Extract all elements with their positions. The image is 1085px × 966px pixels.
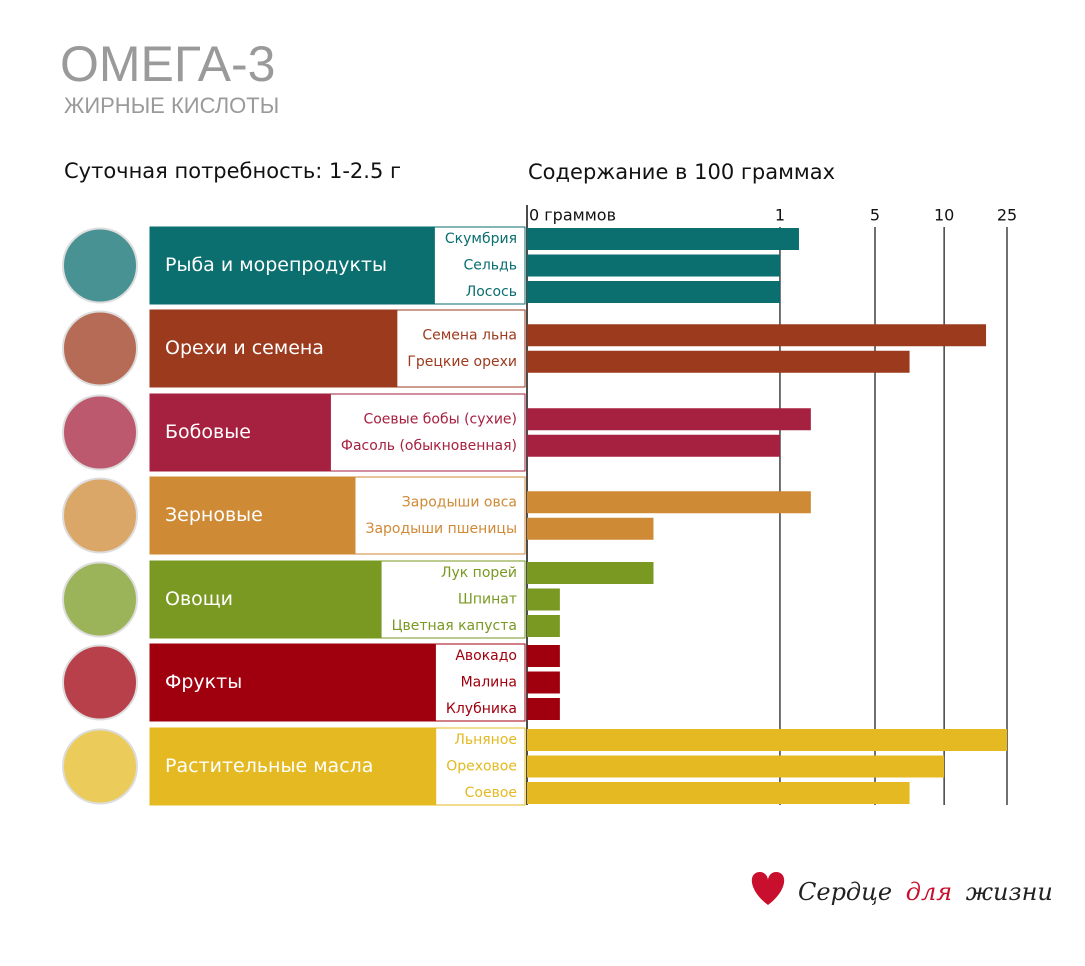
item-label: Скумбрия <box>445 231 517 247</box>
item-label: Семена льна <box>422 327 517 343</box>
item-label: Лук порей <box>441 565 517 581</box>
item-label: Зародыши пшеницы <box>365 521 517 537</box>
bar <box>527 517 654 540</box>
bar <box>527 755 945 778</box>
x-tick-label: 1 <box>775 206 785 225</box>
group-name: Орехи и семена <box>165 337 324 359</box>
group-image-ring <box>62 310 138 387</box>
bar <box>527 645 560 667</box>
group-image <box>63 478 137 553</box>
bar <box>527 324 987 347</box>
bar <box>527 729 1007 751</box>
bar <box>527 254 780 277</box>
group-box <box>150 644 436 721</box>
bar <box>527 698 560 720</box>
group-name: Бобовые <box>165 421 251 443</box>
group-image-ring <box>62 227 138 304</box>
logo-heart <box>751 872 785 905</box>
group-name: Фрукты <box>165 671 242 693</box>
group-box <box>150 394 331 471</box>
group-name: Зерновые <box>165 504 263 526</box>
axis-label: Содержание в 100 граммах <box>528 160 835 184</box>
item-label: Льняное <box>454 732 517 748</box>
logo: Сердце для жизни <box>751 872 1053 906</box>
logo-part: жизни <box>966 878 1053 906</box>
x-tick-label: 5 <box>870 206 880 225</box>
group-box <box>150 561 382 638</box>
group-image <box>63 228 137 303</box>
item-label: Зародыши овса <box>402 494 517 510</box>
item-label: Ореховое <box>446 759 517 775</box>
bar <box>527 782 910 804</box>
logo-part: для <box>906 878 952 906</box>
group-box <box>150 477 356 554</box>
group-box <box>150 227 435 304</box>
logo-part: Сердце <box>798 878 892 906</box>
group-image <box>63 645 137 720</box>
bar <box>527 228 799 250</box>
bar <box>527 491 811 514</box>
item-label: Малина <box>461 675 517 691</box>
logo-text: Сердце для жизни <box>798 878 1053 906</box>
group-name: Овощи <box>165 588 233 610</box>
x-tick-label: 0 граммов <box>529 206 616 225</box>
group-image <box>63 562 137 637</box>
bar <box>527 671 560 694</box>
group-image-ring <box>62 644 138 721</box>
group-image <box>63 395 137 470</box>
group-image <box>63 729 137 804</box>
item-label: Цветная капуста <box>392 618 517 634</box>
item-label: Сельдь <box>463 258 517 274</box>
item-label: Соевые бобы (сухие) <box>363 411 517 427</box>
bar <box>527 434 780 457</box>
group-image-ring <box>62 728 138 805</box>
item-label: Соевое <box>465 785 517 801</box>
group-box <box>150 310 398 387</box>
group-image-ring <box>62 561 138 638</box>
bar <box>527 615 560 637</box>
group-name: Растительные масла <box>165 755 373 777</box>
x-tick-label: 10 <box>934 206 954 225</box>
bar <box>527 281 780 303</box>
left-heading: Суточная потребность: 1-2.5 г <box>64 159 401 183</box>
x-tick-label: 25 <box>997 206 1017 225</box>
item-label: Лосось <box>466 284 517 300</box>
item-label: Грецкие орехи <box>407 354 517 370</box>
item-label: Клубника <box>446 701 517 717</box>
chart-subtitle: ЖИРНЫЕ КИСЛОТЫ <box>64 93 279 118</box>
bar <box>527 562 654 584</box>
item-label: Авокадо <box>455 648 517 664</box>
bar <box>527 588 560 611</box>
group-name: Рыба и морепродукты <box>165 254 387 276</box>
group-image-ring <box>62 477 138 554</box>
chart-title: ОМЕГА-3 <box>60 36 275 92</box>
group-box <box>150 728 437 805</box>
bar <box>527 350 910 373</box>
group-image <box>63 311 137 386</box>
item-label: Шпинат <box>458 592 517 608</box>
group-image-ring <box>62 394 138 471</box>
item-label: Фасоль (обыкновенная) <box>341 438 517 454</box>
bar <box>527 408 811 431</box>
